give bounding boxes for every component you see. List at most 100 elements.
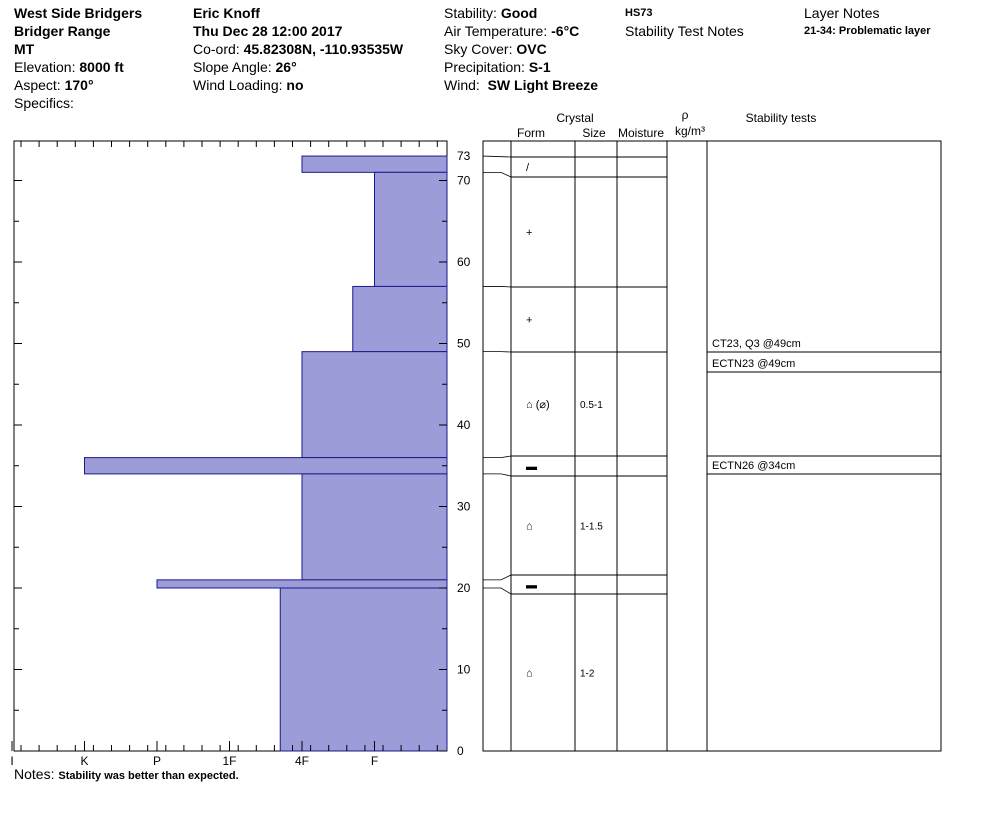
layer-form-1: +: [526, 227, 532, 239]
header-col4: HS73 Stability Test Notes: [625, 4, 744, 40]
hardness-bar-1: [374, 171, 448, 287]
y-tick-label-0: 73: [457, 149, 471, 163]
moisture-header: Moisture: [617, 126, 664, 140]
table-frame: [482, 140, 942, 752]
hardness-chart: I K P 1F 4F F 73 70 60 50 40 30 20 10 0: [10, 140, 471, 768]
layer-note: 21-34: Problematic layer: [804, 25, 931, 37]
precip-row: Precipitation: S-1: [444, 58, 598, 76]
layer-connector-1: [483, 286, 512, 288]
stability-value: Good: [500, 5, 538, 21]
layer-form-0: /: [526, 162, 530, 174]
hardness-bar-5: [301, 473, 448, 581]
y-tick-label-6: 20: [457, 581, 471, 595]
layer-size-3: 0.5-1: [580, 400, 603, 411]
sky-row: Sky Cover: OVC: [444, 40, 598, 58]
wind-row: Wind: SW Light Breeze: [444, 76, 598, 94]
layer-form-5: ⌂: [526, 521, 533, 533]
stability-test-label-2: ECTN26 @34cm: [712, 460, 795, 472]
stability-row: Stability: Good: [444, 4, 598, 22]
header-col1: West Side Bridgers Bridger Range MT Elev…: [14, 4, 142, 112]
header-col2: Eric Knoff Thu Dec 28 12:00 2017 Co-ord:…: [193, 4, 403, 94]
stability-test-label-1: ECTN23 @49cm: [712, 358, 795, 370]
crystal-header: Crystal: [556, 111, 594, 125]
layer-connector-3: [483, 455, 512, 458]
x-tick-label-4: 4F: [295, 754, 309, 768]
hardness-bar-6: [156, 579, 448, 589]
slope-value: 26°: [275, 59, 297, 75]
coord-value: 45.82308N, -110.93535W: [243, 41, 404, 57]
y-tick-label-5: 30: [457, 500, 471, 514]
location-name: West Side Bridgers: [14, 5, 143, 21]
sky-label: Sky Cover:: [444, 41, 513, 57]
layer-connector-5: [483, 574, 512, 581]
rho-header: ρ: [681, 108, 689, 122]
wind-loading-row: Wind Loading: no: [193, 76, 403, 94]
y-tick-label-1: 70: [457, 174, 471, 188]
coord-label: Co-ord:: [193, 41, 240, 57]
layer-size-5: 1-1.5: [580, 522, 603, 533]
stability-label: Stability:: [444, 5, 497, 21]
layer-connector-4: [483, 473, 512, 477]
y-tick-label-3: 50: [457, 337, 471, 351]
hardness-bar-3: [301, 351, 448, 459]
wind-loading-label: Wind Loading:: [193, 77, 283, 93]
x-tick-label-0: I: [10, 754, 13, 768]
specifics-label: Specifics:: [14, 95, 74, 111]
x-tick-label-5: F: [371, 754, 378, 768]
air-temp-value: -6°C: [551, 23, 580, 39]
aspect-label: Aspect:: [14, 77, 61, 93]
size-header: Size: [582, 126, 606, 140]
elevation-row: Elevation: 8000 ft: [14, 58, 142, 76]
stability-test-label-0: CT23, Q3 @49cm: [712, 338, 801, 350]
form-header: Form: [517, 126, 545, 140]
elevation-label: Elevation:: [14, 59, 76, 75]
header-col5: Layer Notes 21-34: Problematic layer: [804, 4, 931, 40]
layer-form-4: ▬: [526, 461, 537, 473]
wind-label: Wind:: [444, 77, 480, 93]
layer-size-7: 1-2: [580, 669, 595, 680]
observer-name: Eric Knoff: [193, 5, 260, 21]
aspect-value: 170°: [64, 77, 94, 93]
precip-label: Precipitation:: [444, 59, 525, 75]
header-col3: Stability: Good Air Temperature: -6°C Sk…: [444, 4, 598, 94]
precip-value: S-1: [528, 59, 551, 75]
layer-connector-6: [483, 587, 512, 595]
layer-form-7: ⌂: [526, 668, 533, 680]
layer-table: / + + ⌂ (⌀) 0.5-1 ▬ ⌂ 1-1.5 ▬ ⌂ 1-2 CT23, Q3 @49cm E…: [482, 140, 942, 752]
wind-loading-value: no: [286, 77, 304, 93]
notes-row: Notes: Stability was better than expecte…: [14, 766, 239, 782]
stability-tests-header: Stability tests: [745, 111, 817, 125]
hardness-bar-0: [301, 155, 448, 173]
slope-label: Slope Angle:: [193, 59, 272, 75]
sky-value: OVC: [516, 41, 547, 57]
air-temp-label: Air Temperature:: [444, 23, 548, 39]
hardness-bar-4: [84, 457, 448, 475]
slope-row: Slope Angle: 26°: [193, 58, 403, 76]
layer-form-3: ⌂ (⌀): [526, 399, 550, 411]
state-name: MT: [14, 41, 35, 57]
y-tick-label-8: 0: [457, 744, 464, 758]
layer-form-6: ▬: [526, 580, 537, 592]
x-tick-label-1: K: [80, 754, 88, 768]
notes-text: Stability was better than expected.: [58, 770, 239, 782]
elevation-value: 8000 ft: [79, 59, 124, 75]
range-name: Bridger Range: [14, 23, 111, 39]
layer-connector-0: [483, 171, 512, 178]
notes-label: Notes:: [14, 766, 55, 782]
stability-notes-title: Stability Test Notes: [625, 23, 744, 39]
layer-connector-top: [482, 155, 512, 158]
density-unit-header: kg/m³: [675, 124, 705, 138]
aspect-row: Aspect: 170°: [14, 76, 142, 94]
hardness-bar-7: [279, 587, 448, 752]
hardness-bar-2: [352, 285, 448, 353]
y-tick-label-2: 60: [457, 255, 471, 269]
layer-form-2: +: [526, 315, 532, 327]
coord-row: Co-ord: 45.82308N, -110.93535W: [193, 40, 403, 58]
air-temp-row: Air Temperature: -6°C: [444, 22, 598, 40]
layer-notes-title: Layer Notes: [804, 5, 880, 21]
snow-height: HS73: [625, 7, 653, 19]
y-tick-label-4: 40: [457, 418, 471, 432]
wind-value: SW Light Breeze: [487, 77, 599, 93]
x-tick-label-2: P: [153, 754, 161, 768]
